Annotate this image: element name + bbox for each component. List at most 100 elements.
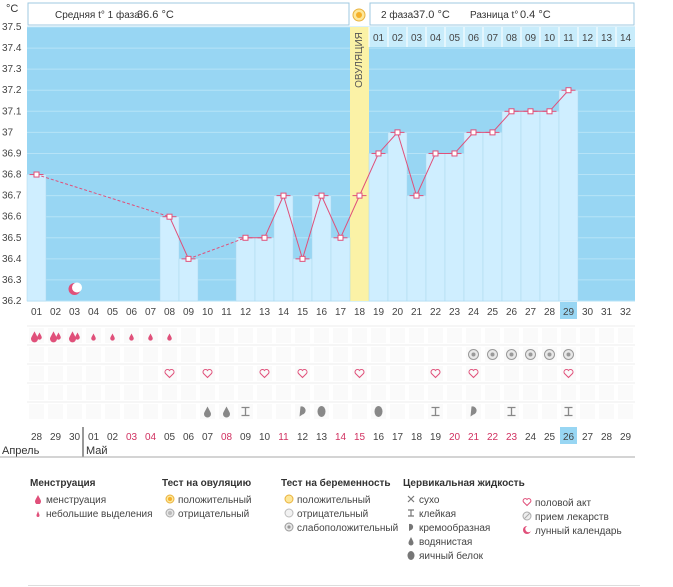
temperature-bar — [254, 237, 275, 302]
legend-bottom-divider — [28, 585, 640, 586]
post-ov-day-label: 07 — [487, 33, 499, 44]
legend-ovulation-test: Тест на овуляцию положительный отрицател… — [162, 478, 251, 522]
temperature-bar — [292, 258, 313, 302]
temperature-bar — [235, 237, 256, 302]
symptom-cell — [295, 366, 310, 381]
symptom-cell — [219, 328, 234, 343]
legend-other: половой акт прием лекарств лунный календ… — [519, 497, 622, 539]
symptom-cell — [86, 366, 101, 381]
cycle-day-label: 01 — [31, 307, 43, 318]
symptom-cell — [295, 385, 310, 400]
date-label: 17 — [392, 432, 404, 443]
dashed-connector — [188, 237, 246, 260]
symptom-cell — [390, 328, 405, 343]
temperature-line — [264, 195, 284, 238]
temperature-point — [299, 255, 306, 262]
legend-label: водянистая — [419, 537, 473, 548]
symptom-cell — [580, 366, 595, 381]
symptom-cell — [143, 404, 158, 419]
symptom-cell — [200, 366, 215, 381]
legend-label: кремообразная — [419, 523, 491, 534]
temperature-point — [565, 87, 572, 94]
eggwhite-icon — [374, 406, 383, 417]
pregnancy-weak-dot — [566, 352, 571, 357]
date-label: 29 — [620, 432, 632, 443]
symptom-cell — [504, 385, 519, 400]
post-ov-day-label: 05 — [449, 33, 461, 44]
temperature-point — [356, 192, 363, 199]
cycle-day-label: 07 — [145, 307, 157, 318]
symptom-cell — [181, 366, 196, 381]
temperature-bar — [387, 132, 408, 302]
symptom-cell — [447, 328, 462, 343]
symptom-cell — [447, 404, 462, 419]
symptom-cell — [48, 347, 63, 362]
cycle-day-label: 14 — [278, 307, 290, 318]
menstruation-drop-icon — [30, 494, 46, 509]
menstruation-icon — [37, 332, 42, 340]
symptom-cell — [143, 385, 158, 400]
symptom-cell — [390, 385, 405, 400]
legend: Менструация менструация небольшие выделе… — [0, 478, 673, 578]
symptom-cell — [162, 366, 177, 381]
legend-item: клейкая — [403, 508, 525, 522]
sticky-icon — [241, 406, 250, 417]
legend-item: лунный календарь — [519, 525, 622, 539]
date-label: 18 — [411, 432, 423, 443]
legend-menstruation: Менструация менструация небольшие выделе… — [30, 478, 153, 522]
date-label: 03 — [126, 432, 138, 443]
heart-icon — [354, 369, 365, 379]
cycle-day-label: 05 — [107, 307, 119, 318]
symptom-cell — [618, 366, 633, 381]
date-label: 09 — [240, 432, 252, 443]
temperature-line — [549, 89, 569, 112]
symptom-cell — [352, 328, 367, 343]
symptom-cell — [314, 347, 329, 362]
temperature-line — [378, 132, 398, 154]
heart-icon — [519, 497, 535, 512]
legend-item: сухо — [403, 494, 525, 508]
spotting-icon — [167, 333, 172, 341]
highlight-day-cell — [560, 302, 577, 319]
cycle-day-label: 25 — [487, 307, 499, 318]
symptom-cell — [618, 385, 633, 400]
symptom-cell — [523, 385, 538, 400]
date-label: 24 — [525, 432, 537, 443]
pregnancy-weak-icon — [281, 522, 297, 537]
symptom-cell — [599, 385, 614, 400]
legend-menstruation-title: Менструация — [30, 478, 96, 489]
date-label: 08 — [221, 432, 233, 443]
symptom-cell — [105, 366, 120, 381]
date-label: 30 — [69, 432, 81, 443]
temperature-point — [508, 108, 515, 115]
date-label: 05 — [164, 432, 176, 443]
temperature-line — [321, 195, 341, 238]
symptom-cell — [599, 404, 614, 419]
legend-label: клейкая — [419, 509, 457, 520]
temperature-point — [242, 234, 249, 241]
symptom-cell — [542, 404, 557, 419]
temperature-point — [280, 192, 287, 199]
symptom-cell — [143, 366, 158, 381]
legend-item: положительный — [162, 494, 251, 508]
symptom-cell — [314, 328, 329, 343]
date-label: 28 — [601, 432, 613, 443]
post-ov-day-label: 09 — [525, 33, 537, 44]
legend-label: лунный календарь — [535, 526, 622, 537]
temperature-line — [169, 216, 189, 260]
post-ov-day-label: 03 — [411, 33, 423, 44]
symptom-cell — [105, 404, 120, 419]
temperature-line — [492, 110, 512, 133]
spotting-icon — [129, 333, 134, 341]
legend-label: менструация — [46, 495, 107, 506]
cycle-day-label: 02 — [50, 307, 62, 318]
symptom-cell — [67, 385, 82, 400]
pregnancy-negative-icon — [281, 508, 297, 523]
legend-label: сухо — [419, 495, 440, 506]
symptom-cell — [580, 328, 595, 343]
post-ov-day-label: 12 — [582, 33, 594, 44]
symptom-cell — [390, 347, 405, 362]
pregnancy-weak-dot — [528, 352, 533, 357]
menstruation-icon — [56, 332, 61, 340]
symptom-cell — [466, 385, 481, 400]
